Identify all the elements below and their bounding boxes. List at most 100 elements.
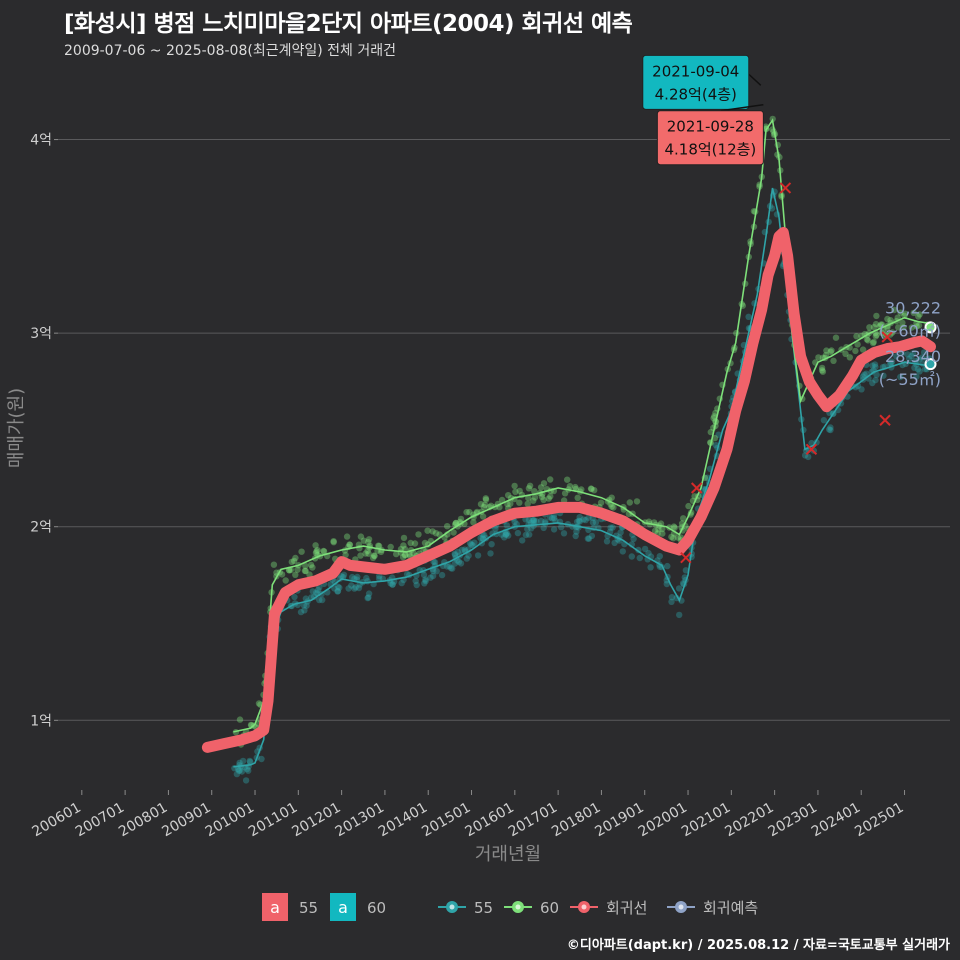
scatter-point-60 — [399, 553, 407, 561]
scatter-point-60 — [365, 536, 373, 543]
legend-point-core — [678, 904, 684, 910]
scatter-point-60 — [511, 482, 518, 490]
scatter-point-55 — [482, 535, 490, 542]
scatter-point-55 — [904, 351, 911, 358]
x-tick-label: 202501 — [852, 800, 906, 841]
scatter-point-60 — [866, 324, 873, 331]
scatter-point-60 — [832, 334, 840, 341]
scatter-points — [231, 115, 933, 784]
scatter-point-55 — [529, 517, 536, 524]
scatter-point-60 — [873, 312, 880, 320]
scatter-point-60 — [292, 571, 299, 578]
scatter-point-60 — [572, 483, 579, 491]
scatter-point-55 — [873, 371, 880, 378]
scatter-point-55 — [592, 519, 600, 526]
scatter-point-55 — [918, 354, 926, 361]
scatter-point-55 — [656, 553, 663, 560]
scatter-point-60 — [540, 480, 548, 487]
scatter-point-60 — [424, 527, 431, 534]
scatter-point-60 — [633, 498, 641, 505]
scatter-point-55 — [647, 564, 654, 571]
scatter-point-60 — [452, 519, 459, 527]
scatter-point-60 — [887, 317, 894, 324]
scatter-point-60 — [288, 558, 295, 566]
scatter-point-55 — [349, 573, 356, 581]
scatter-point-55 — [505, 532, 512, 539]
scatter-point-60 — [846, 354, 853, 361]
scatter-point-60 — [591, 487, 598, 494]
scatter-point-60 — [342, 551, 349, 559]
scatter-point-55 — [887, 360, 895, 367]
scatter-point-55 — [887, 360, 894, 367]
scatter-point-55 — [585, 514, 592, 521]
scatter-point-60 — [902, 310, 909, 317]
scatter-point-60 — [466, 508, 473, 516]
scatter-point-60 — [620, 506, 627, 513]
scatter-point-55 — [354, 573, 361, 581]
legend-label: 60 — [540, 899, 559, 917]
scatter-point-55 — [438, 571, 446, 579]
scatter-point-55 — [827, 424, 834, 431]
scatter-point-60 — [659, 525, 666, 533]
scatter-point-55 — [607, 524, 614, 531]
outlier-stroke — [779, 182, 792, 194]
legend-label: 회귀예측 — [703, 899, 758, 917]
x-tick-label: 201801 — [549, 800, 603, 841]
scatter-point-60 — [547, 493, 554, 500]
scatter-point-55 — [412, 577, 419, 585]
scatter-point-55 — [243, 765, 251, 773]
x-tick-label: 202101 — [679, 800, 733, 841]
x-axis: 2006012007012008012009012010012011012012… — [30, 790, 907, 840]
scatter-point-60 — [292, 554, 299, 562]
legend-point-core — [515, 904, 521, 910]
scatter-point-60 — [370, 552, 378, 559]
scatter-point-55 — [580, 516, 587, 523]
annotation-value: 4.28억(4층) — [655, 85, 737, 103]
legend-point-core — [449, 904, 455, 910]
scatter-point-55 — [234, 765, 242, 773]
scatter-point-55 — [242, 777, 250, 784]
scatter-point-55 — [331, 585, 338, 592]
scatter-point-55 — [427, 574, 434, 581]
scatter-point-60 — [864, 337, 872, 344]
scatter-point-55 — [246, 757, 253, 765]
scatter-point-55 — [609, 524, 616, 531]
scatter-point-60 — [421, 539, 429, 547]
scatter-point-55 — [336, 584, 343, 591]
end-label-area: (~55㎡) — [879, 370, 941, 389]
scatter-point-55 — [533, 518, 540, 525]
scatter-point-55 — [300, 602, 308, 609]
scatter-point-55 — [916, 356, 923, 363]
outlier-stroke — [680, 551, 692, 564]
legend-line-item-55: 55 — [438, 899, 493, 917]
scatter-point-55 — [365, 594, 372, 601]
scatter-point-60 — [343, 533, 351, 540]
scatter-point-60 — [670, 535, 677, 542]
scatter-point-60 — [306, 571, 313, 578]
scatter-point-60 — [561, 490, 569, 497]
scatter-point-60 — [655, 526, 662, 533]
scatter-point-55 — [310, 593, 318, 601]
scatter-point-55 — [312, 589, 320, 596]
outlier-mark — [779, 182, 792, 194]
scatter-point-55 — [530, 517, 537, 524]
scatter-point-55 — [805, 453, 812, 461]
scatter-point-55 — [668, 594, 676, 601]
scatter-point-55 — [502, 531, 510, 538]
scatter-point-60 — [312, 542, 319, 549]
scatter-point-55 — [820, 417, 828, 424]
y-tick-label: 4억 — [30, 133, 52, 149]
scatter-point-55 — [611, 539, 618, 547]
scatter-point-55 — [548, 515, 556, 522]
scatter-point-60 — [564, 476, 571, 483]
scatter-point-55 — [869, 379, 876, 387]
regression-line — [201, 227, 936, 753]
y-tick-label: 2억 — [30, 520, 52, 536]
scatter-point-55 — [468, 541, 475, 548]
x-tick-label: 201601 — [463, 800, 517, 841]
scatter-point-60 — [365, 550, 372, 557]
outlier-mark — [805, 443, 818, 456]
scatter-point-55 — [519, 537, 526, 544]
scatter-point-60 — [869, 339, 877, 347]
scatter-point-55 — [636, 554, 643, 562]
